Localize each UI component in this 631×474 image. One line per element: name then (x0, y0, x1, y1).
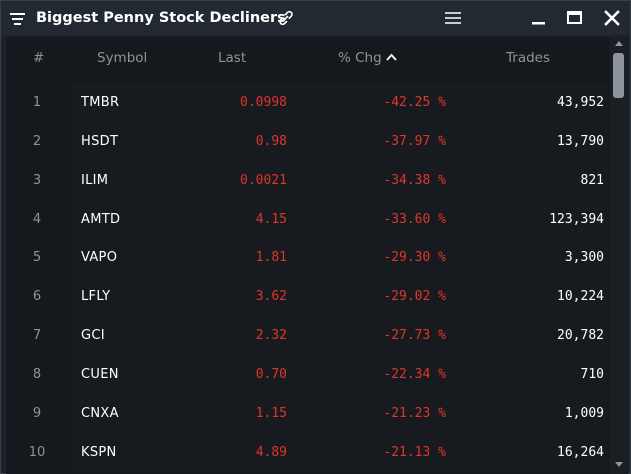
table-row[interactable]: 10 KSPN 4.89 -21.13 % 16,264 (6, 432, 608, 472)
trades-cell: 20,782 (557, 328, 604, 344)
percent-change-cell: -42.25 % (383, 95, 446, 110)
percent-change-cell: -22.34 % (383, 366, 446, 382)
percent-change-cell: -34.38 % (383, 172, 446, 188)
row-number: 8 (6, 354, 68, 394)
percent-change-cell: -29.30 % (383, 250, 446, 266)
row-number: 1 (6, 83, 68, 122)
trades-cell: 821 (580, 172, 604, 188)
trades-cell: 16,264 (557, 444, 604, 460)
last-price-cell: 3.62 (255, 289, 287, 305)
trades-cell: 123,394 (549, 211, 604, 227)
title-bar[interactable]: Biggest Penny Stock Decliners (1, 1, 630, 35)
maximize-icon[interactable] (564, 7, 586, 29)
close-icon[interactable] (601, 7, 623, 29)
row-number: 6 (6, 277, 68, 317)
table-row[interactable]: 4 AMTD 4.15 -33.60 % 123,394 (6, 199, 608, 239)
percent-change-cell: -21.23 % (383, 405, 446, 421)
symbol-cell: KSPN (81, 444, 117, 460)
row-number: 10 (6, 432, 68, 472)
row-number: 3 (6, 160, 68, 200)
table-row[interactable]: 9 CNXA 1.15 -21.23 % 1,009 (6, 393, 608, 433)
row-number: 7 (6, 316, 68, 356)
last-price-cell: 0.0998 (240, 95, 287, 110)
scroll-down-icon[interactable] (615, 462, 623, 467)
symbol-cell: HSDT (81, 133, 119, 149)
column-header-chg-label: % Chg (338, 50, 382, 66)
column-header-chg[interactable]: % Chg (338, 37, 397, 82)
row-background (70, 393, 608, 433)
last-price-cell: 1.15 (255, 405, 287, 421)
row-background (70, 199, 608, 239)
table-header: # Symbol Last % Chg Trades (6, 37, 608, 82)
table-row[interactable]: 6 LFLY 3.62 -29.02 % 10,224 (6, 277, 608, 317)
hamburger-icon[interactable] (442, 7, 464, 29)
trades-cell: 3,300 (564, 250, 604, 266)
symbol-cell: LFLY (81, 289, 111, 305)
last-price-cell: 4.89 (255, 444, 287, 460)
symbol-cell: CNXA (81, 405, 119, 421)
last-price-cell: 1.81 (255, 250, 287, 266)
percent-change-cell: -37.97 % (383, 133, 446, 149)
window-title: Biggest Penny Stock Decliners (36, 10, 286, 26)
table-row[interactable]: 7 GCI 2.32 -27.73 % 20,782 (6, 316, 608, 356)
percent-change-cell: -21.13 % (383, 444, 446, 460)
minimize-icon[interactable] (528, 7, 550, 29)
last-price-cell: 0.0021 (240, 172, 287, 188)
row-number: 2 (6, 121, 68, 161)
symbol-cell: CUEN (81, 366, 119, 382)
row-background (70, 160, 608, 200)
vertical-scrollbar[interactable] (610, 37, 628, 474)
percent-change-cell: -33.60 % (383, 211, 446, 227)
column-header-num[interactable]: # (33, 50, 45, 66)
row-number: 5 (6, 238, 68, 278)
trades-cell: 710 (580, 366, 604, 382)
row-background (70, 83, 608, 122)
symbol-cell: TMBR (81, 95, 120, 110)
filter-menu-icon[interactable] (10, 11, 25, 25)
table-row[interactable]: 3 ILIM 0.0021 -34.38 % 821 (6, 160, 608, 200)
percent-change-cell: -27.73 % (383, 328, 446, 344)
table-row[interactable]: 2 HSDT 0.98 -37.97 % 13,790 (6, 121, 608, 161)
symbol-cell: GCI (81, 328, 105, 344)
last-price-cell: 0.70 (255, 366, 287, 382)
table-container: # Symbol Last % Chg Trades 1 TMBR 0.0998 -4… (6, 37, 628, 474)
symbol-cell: ILIM (81, 172, 109, 188)
row-background (70, 316, 608, 356)
row-background (70, 432, 608, 472)
chevron-up-icon (386, 53, 397, 61)
last-price-cell: 4.15 (255, 211, 287, 227)
scroll-thumb[interactable] (613, 53, 624, 98)
trades-cell: 13,790 (557, 133, 604, 149)
row-background (70, 277, 608, 317)
table-row[interactable]: 8 CUEN 0.70 -22.34 % 710 (6, 354, 608, 394)
table-row[interactable]: 1 TMBR 0.0998 -42.25 % 43,952 (6, 83, 608, 122)
last-price-cell: 2.32 (255, 328, 287, 344)
trades-cell: 10,224 (557, 289, 604, 305)
row-background (70, 354, 608, 394)
table-row[interactable]: 5 VAPO 1.81 -29.30 % 3,300 (6, 238, 608, 278)
symbol-cell: VAPO (81, 250, 118, 266)
last-price-cell: 0.98 (255, 133, 287, 149)
column-header-last[interactable]: Last (218, 50, 247, 66)
symbol-cell: AMTD (81, 211, 121, 227)
row-number: 9 (6, 393, 68, 433)
column-header-trades[interactable]: Trades (506, 50, 550, 66)
link-icon[interactable] (277, 9, 295, 27)
row-background (70, 121, 608, 161)
percent-change-cell: -29.02 % (383, 289, 446, 305)
column-header-symbol[interactable]: Symbol (97, 50, 148, 66)
trades-cell: 43,952 (557, 95, 604, 110)
row-number: 4 (6, 199, 68, 239)
scroll-up-icon[interactable] (615, 41, 623, 46)
trades-cell: 1,009 (564, 405, 604, 421)
row-background (70, 238, 608, 278)
